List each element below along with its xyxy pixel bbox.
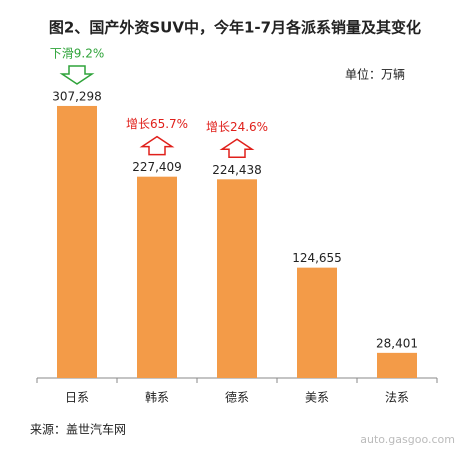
change-arrow: [139, 135, 175, 156]
value-label: 224,438: [212, 163, 262, 177]
change-label: 增长24.6%: [206, 120, 268, 134]
value-label: 28,401: [376, 336, 418, 350]
value-label: 124,655: [292, 251, 342, 265]
watermark: auto.gasgoo.com: [360, 433, 455, 446]
bar: [137, 176, 177, 378]
x-tick-label: 美系: [305, 391, 329, 405]
x-tick-label: 日系: [65, 391, 89, 405]
change-arrow: [59, 65, 95, 85]
x-tick-label: 韩系: [145, 390, 169, 405]
value-label: 227,409: [132, 160, 182, 174]
change-label: 增长65.7%: [126, 117, 188, 131]
change-arrow: [219, 138, 255, 159]
x-tick-label: 法系: [385, 391, 409, 405]
bar: [377, 352, 417, 378]
bar: [57, 105, 97, 378]
x-tick-label: 德系: [225, 390, 249, 405]
source: 来源：盖世汽车网: [30, 422, 126, 437]
unit-label: 单位：万辆: [345, 67, 405, 82]
bar: [217, 179, 257, 378]
value-label: 307,298: [52, 89, 102, 103]
bar: [297, 267, 337, 378]
chart-title: 图2、国产外资SUV中，今年1-7月各派系销量及其变化: [49, 19, 421, 37]
change-label: 下滑9.2%: [50, 46, 105, 60]
